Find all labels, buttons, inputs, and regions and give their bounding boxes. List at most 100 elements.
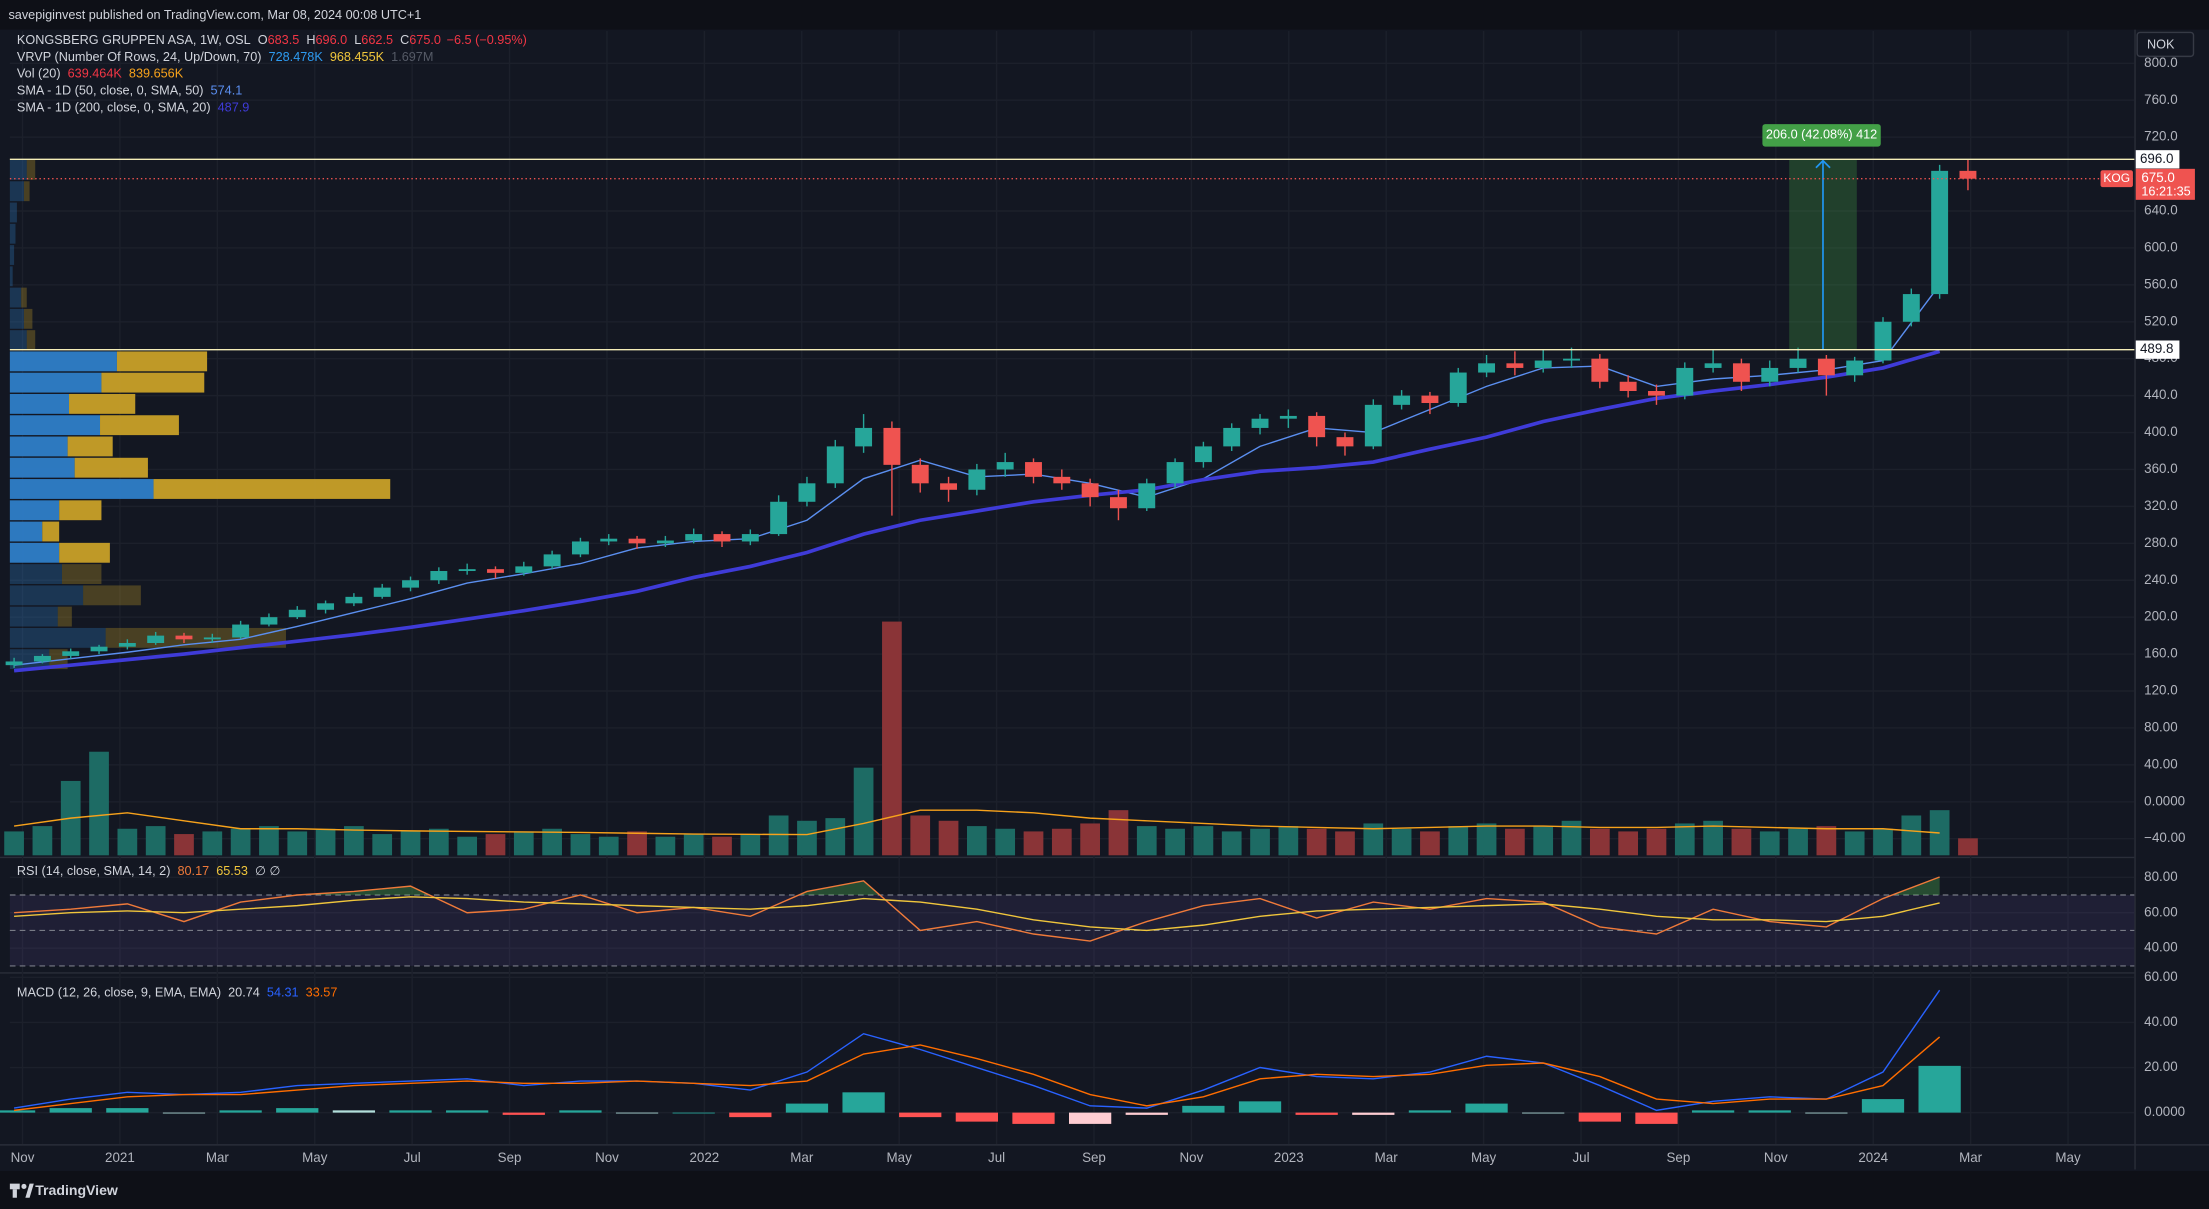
candle-body (1251, 418, 1269, 428)
macd-histogram-bar (332, 1110, 376, 1113)
vrvp-up (9, 542, 60, 563)
macd-histogram-bar (0, 1110, 36, 1113)
volume-bar (1674, 823, 1695, 856)
macd-histogram-bar (106, 1108, 149, 1113)
y-tick-label: 240.0 (2144, 572, 2177, 587)
legend-item: ∅ ∅ (255, 865, 281, 879)
volume-bar (1901, 815, 1922, 856)
candle-body (1364, 404, 1382, 447)
candle-body (458, 569, 476, 572)
vrvp-up (9, 372, 102, 393)
legend-line: RSI (14, close, SMA, 14, 2) 80.17 65.53 ∅ ∅ (17, 865, 281, 879)
vrvp-down (26, 160, 36, 180)
y-tick-label: 360.0 (2144, 461, 2177, 476)
legend-item: 675.0 (409, 33, 441, 47)
volume-bar (1448, 826, 1469, 856)
level-label-box (2135, 340, 2180, 359)
legend-item: MACD (12, 26, close, 9, EMA, EMA) (17, 986, 221, 1000)
volume-bar (598, 836, 619, 856)
volume-bar (1193, 826, 1214, 856)
candle-body (1138, 483, 1156, 509)
x-tick-label: Nov (595, 1150, 619, 1165)
macd-histogram-bar (899, 1112, 942, 1118)
candle-body (1081, 483, 1099, 498)
symbol-tag (2100, 170, 2133, 188)
candle-body (1732, 363, 1750, 382)
measure-arrow-head (1815, 159, 1831, 169)
legend-item: 728.478K (269, 50, 324, 64)
y-tick-label: 160.0 (2144, 646, 2177, 661)
vrvp-down (57, 606, 72, 627)
vrvp-up (9, 521, 43, 542)
vrvp-up (9, 287, 22, 308)
volume-bar (89, 751, 109, 856)
macd-histogram-bar (389, 1110, 432, 1113)
volume-bar (1788, 828, 1808, 856)
volume-bar (1136, 826, 1157, 856)
macd-histogram-bar (1068, 1112, 1112, 1124)
candle-body (1761, 367, 1779, 382)
legend-item: VRVP (Number Of Rows, 24, Up/Down, 70) (17, 50, 262, 64)
legend-item: 696.0 (315, 33, 347, 47)
currency[interactable]: NOK (2147, 37, 2175, 51)
volume-bar (202, 831, 223, 856)
candle-body (90, 646, 108, 652)
candle-body (1336, 437, 1354, 447)
x-tick-label: Nov (1764, 1150, 1788, 1165)
legend-item: SMA - 1D (200, close, 0, SMA, 20) (17, 101, 211, 115)
level-label: 696.0 (2140, 151, 2173, 166)
x-tick-label: May (302, 1150, 328, 1165)
macd-histogram-bar (49, 1108, 92, 1113)
legend-item: 80.17 (177, 865, 209, 879)
currency-button[interactable] (2136, 31, 2195, 58)
x-tick-label: 2021 (105, 1150, 135, 1165)
candle-body (1506, 363, 1524, 368)
legend-item: 968.455K (330, 50, 385, 64)
y-tick-label: −40.00 (2144, 830, 2185, 845)
measure-label-box (1762, 124, 1881, 147)
macd-histogram-bar (219, 1110, 262, 1113)
macd-histogram-bar (1408, 1110, 1452, 1113)
candle-body (770, 501, 788, 535)
vrvp-down (100, 415, 179, 436)
macd-histogram-bar (955, 1112, 998, 1122)
volume-bar (1306, 828, 1327, 856)
macd-histogram-bar (1352, 1112, 1395, 1115)
volume-bar (1335, 831, 1355, 856)
candle-body (147, 635, 165, 644)
volume-bar (1476, 823, 1497, 856)
candle-body (33, 655, 51, 662)
legend-item: L (354, 33, 361, 47)
logo-shape (9, 1183, 20, 1190)
volume-bar (117, 828, 138, 856)
candle-body (1279, 415, 1297, 419)
volume-bar (1363, 823, 1384, 856)
macd-histogram-bar (729, 1112, 772, 1118)
volume-bar (1250, 828, 1270, 856)
x-tick-label: Jul (988, 1150, 1005, 1165)
volume-bar (1646, 828, 1667, 856)
candle-body (1902, 294, 1920, 322)
brand: TradingView (35, 1182, 118, 1198)
y-tick-label: 320.0 (2144, 498, 2177, 513)
candle-body (430, 571, 448, 581)
y-tick-label: 600.0 (2144, 239, 2177, 254)
vrvp-up (9, 627, 106, 648)
volume-bar (259, 826, 279, 856)
candle-body (487, 569, 504, 573)
vrvp-up (9, 330, 27, 351)
volume-bar (1589, 828, 1610, 856)
candle-body (62, 651, 80, 656)
candle-body (1931, 170, 1949, 295)
macd-histogram-bar (1012, 1112, 1055, 1124)
macd-histogram-bar (1805, 1112, 1848, 1114)
sma-line (13, 349, 1941, 673)
volume-bar (428, 828, 449, 856)
legend-item: Vol (20) (17, 67, 61, 81)
candle-body (1789, 358, 1807, 368)
volume-bar (372, 834, 393, 856)
volume-bar (1023, 831, 1044, 856)
candle-body (1591, 358, 1609, 382)
x-tick-label: Nov (1179, 1150, 1203, 1165)
